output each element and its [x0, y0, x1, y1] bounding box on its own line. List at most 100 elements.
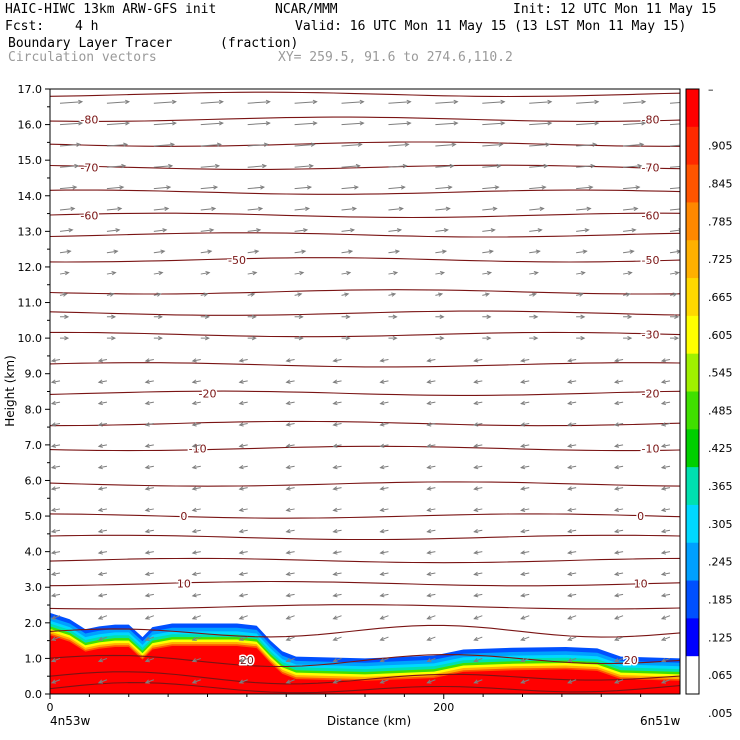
- vector-head: [547, 99, 553, 105]
- y-tick-label: 16.0: [18, 119, 43, 132]
- vector-shaft: [614, 487, 624, 490]
- vector-head: [50, 486, 57, 491]
- vector-head: [674, 335, 680, 341]
- vector-head: [285, 464, 291, 470]
- vector-head: [392, 335, 398, 341]
- right-endpoint: 6n51w: [640, 714, 681, 728]
- vector-head: [490, 228, 496, 233]
- vector-shaft: [51, 593, 61, 597]
- contour-line: [50, 534, 680, 541]
- vector-shaft: [427, 401, 436, 405]
- vector-head: [353, 185, 359, 190]
- vector-head: [520, 443, 526, 448]
- vector-shaft: [333, 615, 342, 620]
- vector-shaft: [529, 186, 546, 190]
- vector-shaft: [247, 250, 259, 254]
- vector-shaft: [286, 380, 295, 383]
- vector-head: [426, 658, 432, 663]
- vector-shaft: [623, 101, 646, 104]
- vector-shaft: [388, 101, 411, 104]
- fcst-value: 4 h: [75, 19, 99, 34]
- vector-head: [594, 121, 600, 126]
- vector-shaft: [333, 572, 342, 575]
- vector-head: [567, 571, 573, 576]
- vector-shaft: [239, 529, 248, 533]
- vector-head: [76, 142, 82, 147]
- vector-head: [580, 271, 586, 276]
- vector-head: [160, 249, 166, 254]
- vector-shaft: [661, 444, 671, 447]
- vector-head: [535, 249, 541, 254]
- vector-head: [613, 571, 620, 576]
- vector-head: [216, 142, 222, 147]
- vector-head: [50, 615, 57, 620]
- vector-head: [426, 636, 432, 641]
- vector-head: [68, 228, 74, 233]
- colorbar: – .905 .845 .785 .725 .665 .605 .545 .485 .425 .36…: [685, 83, 733, 720]
- vector-head: [298, 314, 304, 319]
- vector-shaft: [614, 508, 624, 511]
- vector-head: [473, 636, 479, 641]
- vector-shaft: [153, 143, 174, 147]
- vector-head: [50, 550, 57, 555]
- vector-shaft: [200, 250, 212, 254]
- y-tick-label: 15.0: [18, 154, 43, 167]
- vector-head: [191, 400, 197, 406]
- vector-head: [205, 271, 211, 276]
- vector-shaft: [286, 465, 295, 469]
- vector-shaft: [333, 657, 342, 662]
- vector-shaft: [286, 551, 295, 554]
- vector-head: [520, 528, 526, 534]
- vector-shaft: [333, 487, 342, 490]
- vector-head: [672, 292, 678, 297]
- vector-shaft: [294, 186, 311, 190]
- vector-shaft: [98, 358, 108, 362]
- vector-shaft: [474, 423, 483, 426]
- vector-head: [332, 571, 338, 576]
- vector-head: [426, 358, 432, 363]
- vector-head: [297, 292, 303, 297]
- vector-shaft: [482, 229, 495, 232]
- vector-shaft: [200, 122, 223, 126]
- vector-head: [613, 507, 620, 512]
- vector-shaft: [192, 615, 201, 620]
- contour-label: -60: [641, 209, 659, 222]
- vector-shaft: [192, 401, 201, 405]
- vector-shaft: [294, 122, 317, 126]
- vector-shaft: [388, 165, 407, 168]
- vector-head: [144, 679, 150, 684]
- vector-shaft: [669, 102, 680, 104]
- circulation-vectors: [50, 99, 680, 684]
- vector-shaft: [51, 636, 61, 641]
- vector-head: [590, 163, 596, 169]
- vector-shaft: [568, 423, 577, 426]
- vector-head: [660, 636, 667, 641]
- vector-shaft: [200, 186, 218, 190]
- vector-head: [660, 379, 667, 384]
- vector-shaft: [239, 572, 248, 575]
- vector-head: [520, 486, 526, 491]
- vector-head: [144, 464, 150, 470]
- vector-head: [238, 658, 244, 663]
- vector-head: [486, 314, 492, 319]
- vector-head: [168, 163, 174, 169]
- vector-shaft: [474, 487, 483, 490]
- vector-shaft: [380, 358, 389, 362]
- vector-shaft: [98, 593, 108, 597]
- vector-head: [254, 249, 260, 254]
- vector-shaft: [98, 529, 108, 533]
- vector-shaft: [239, 636, 248, 641]
- model-title: HAIC-HIWC 13km ARW-GFS init: [5, 2, 217, 17]
- vector-shaft: [247, 229, 261, 232]
- y-tick-label: 3.0: [25, 581, 43, 594]
- vector-shaft: [474, 615, 483, 620]
- contour-label: -70: [80, 161, 98, 174]
- org-label: NCAR/MMM: [275, 2, 338, 17]
- vector-shaft: [669, 272, 679, 275]
- vector-head: [50, 636, 57, 641]
- vector-shaft: [427, 529, 436, 533]
- vector-shaft: [51, 679, 61, 684]
- vector-shaft: [333, 380, 342, 383]
- vector-head: [111, 335, 117, 341]
- vector-shaft: [145, 380, 154, 383]
